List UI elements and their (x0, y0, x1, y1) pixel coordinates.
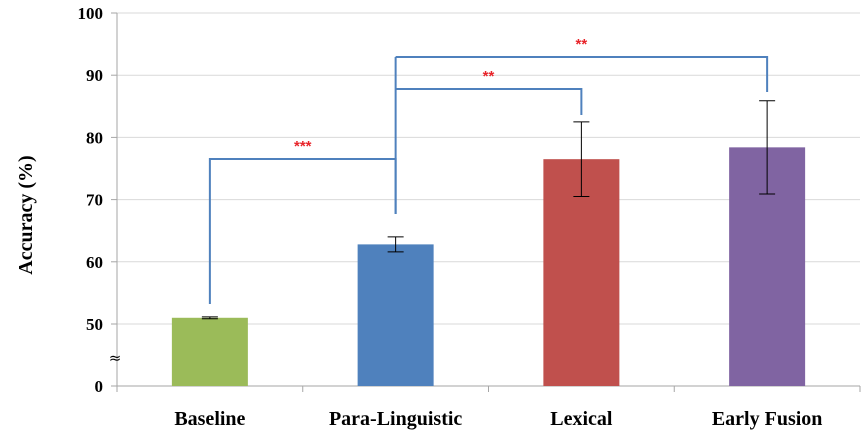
y-tick-label: 80 (86, 128, 103, 147)
error-bar (759, 100, 776, 195)
y-tick-label: 70 (86, 191, 103, 210)
x-tick-label: Early Fusion (712, 408, 823, 430)
y-tick-label: 90 (86, 66, 103, 85)
error-bar (201, 316, 218, 320)
labels: 0 50 60 70 80 90 100 ≈ Baseline Para-Linguistic Le… (78, 4, 823, 430)
bar-para-linguistic (357, 244, 434, 386)
significance-label: ** (576, 36, 588, 53)
significance-bracket (395, 56, 769, 92)
y-tick-label: 50 (86, 315, 103, 334)
y-tick-label: 100 (78, 4, 104, 23)
y-axis-title: Accuracy (%) (15, 155, 37, 274)
bar-baseline (171, 317, 248, 386)
significance-label: *** (294, 138, 312, 155)
bars (171, 147, 806, 386)
y-tick-label: 0 (95, 377, 104, 396)
x-tick-label: Para-Linguistic (329, 408, 462, 430)
error-bar (573, 121, 590, 197)
x-tick-label: Lexical (550, 408, 613, 430)
y-tick-label: 60 (86, 253, 103, 272)
significance-label: ** (483, 68, 495, 85)
significance-brackets (208, 56, 769, 304)
axis-break-icon: ≈ (109, 349, 122, 367)
error-bars (201, 100, 776, 320)
error-bar (387, 236, 404, 253)
x-tick-label: Baseline (174, 408, 245, 430)
significance-bracket (395, 88, 583, 115)
